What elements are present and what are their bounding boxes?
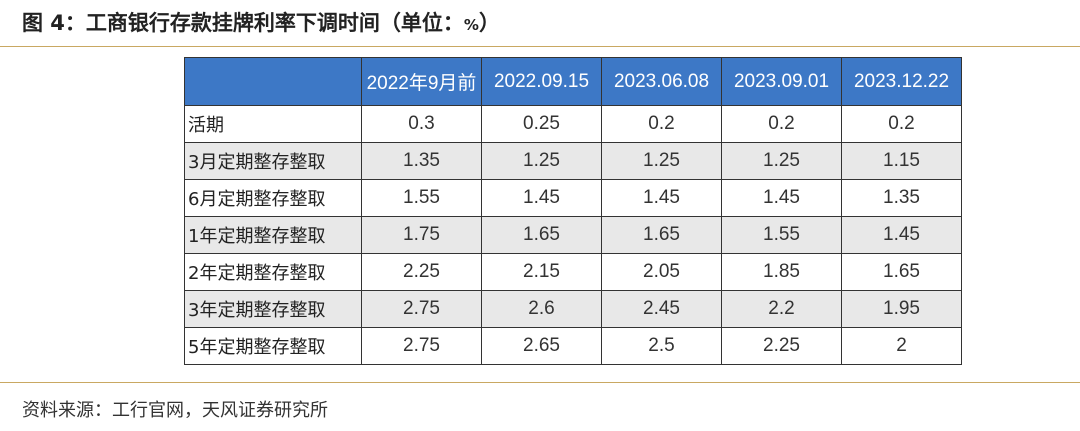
rate-cell: 1.55 — [721, 216, 842, 254]
rate-cell: 0.3 — [361, 105, 482, 143]
table-row: 5年定期整存整取 2.75 2.65 2.5 2.25 2 — [184, 327, 962, 365]
table-row: 2年定期整存整取 2.25 2.15 2.05 1.85 1.65 — [184, 253, 962, 291]
row-label-cell: 3月定期整存整取 — [184, 142, 362, 180]
rate-cell: 1.35 — [361, 142, 482, 180]
rate-cell: 2 — [841, 327, 962, 365]
row-label-cell: 5年定期整存整取 — [184, 327, 362, 365]
rate-cell: 1.25 — [601, 142, 722, 180]
header-date-cell: 2023.09.01 — [721, 57, 842, 106]
rate-cell: 2.25 — [721, 327, 842, 365]
row-label-cell: 1年定期整存整取 — [184, 216, 362, 254]
bottom-divider — [0, 382, 1080, 383]
rate-cell: 0.25 — [481, 105, 602, 143]
table-row: 活期 0.3 0.25 0.2 0.2 0.2 — [184, 105, 962, 143]
row-label-cell: 活期 — [184, 105, 362, 143]
rate-cell: 1.55 — [361, 179, 482, 217]
header-date-cell: 2023.06.08 — [601, 57, 722, 106]
rate-cell: 2.65 — [481, 327, 602, 365]
rate-cell: 2.45 — [601, 290, 722, 328]
row-label-cell: 2年定期整存整取 — [184, 253, 362, 291]
rate-cell: 1.35 — [841, 179, 962, 217]
rate-cell: 2.6 — [481, 290, 602, 328]
table-row: 3月定期整存整取 1.35 1.25 1.25 1.25 1.15 — [184, 142, 962, 180]
rate-cell: 1.45 — [721, 179, 842, 217]
rate-cell: 2.05 — [601, 253, 722, 291]
header-date-cell: 2022年9月前 — [361, 57, 482, 106]
row-label-cell: 6月定期整存整取 — [184, 179, 362, 217]
figure-title-close: ） — [478, 11, 500, 35]
table-row: 3年定期整存整取 2.75 2.6 2.45 2.2 1.95 — [184, 290, 962, 328]
figure-title: 图 4：工商银行存款挂牌利率下调时间（单位：%） — [22, 8, 500, 40]
top-divider — [0, 46, 1080, 47]
rate-cell: 1.25 — [721, 142, 842, 180]
rate-cell: 1.85 — [721, 253, 842, 291]
rate-cell: 1.15 — [841, 142, 962, 180]
source-note: 资料来源：工行官网，天风证券研究所 — [22, 400, 328, 421]
rate-cell: 1.25 — [481, 142, 602, 180]
rate-cell: 1.45 — [481, 179, 602, 217]
rate-cell: 2.5 — [601, 327, 722, 365]
header-corner-cell — [184, 57, 362, 106]
rate-cell: 1.45 — [841, 216, 962, 254]
rate-cell: 2.75 — [361, 327, 482, 365]
row-label-cell: 3年定期整存整取 — [184, 290, 362, 328]
rate-cell: 0.2 — [841, 105, 962, 143]
figure-title-unit: % — [463, 16, 479, 34]
rate-cell: 2.2 — [721, 290, 842, 328]
rate-cell: 2.15 — [481, 253, 602, 291]
rate-cell: 1.75 — [361, 216, 482, 254]
table-header-row: 2022年9月前 2022.09.15 2023.06.08 2023.09.0… — [184, 57, 962, 106]
rate-cell: 0.2 — [601, 105, 722, 143]
rate-cell: 1.65 — [481, 216, 602, 254]
rate-cell: 1.95 — [841, 290, 962, 328]
table-row: 6月定期整存整取 1.55 1.45 1.45 1.45 1.35 — [184, 179, 962, 217]
table-row: 1年定期整存整取 1.75 1.65 1.65 1.55 1.45 — [184, 216, 962, 254]
figure-title-text: 图 4：工商银行存款挂牌利率下调时间（单位： — [22, 11, 464, 35]
rate-cell: 1.65 — [601, 216, 722, 254]
rate-cell: 1.65 — [841, 253, 962, 291]
rate-cell: 2.25 — [361, 253, 482, 291]
rate-cell: 0.2 — [721, 105, 842, 143]
header-date-cell: 2022.09.15 — [481, 57, 602, 106]
header-date-cell: 2023.12.22 — [841, 57, 962, 106]
deposit-rate-table: 2022年9月前 2022.09.15 2023.06.08 2023.09.0… — [184, 57, 962, 365]
rate-cell: 2.75 — [361, 290, 482, 328]
rate-cell: 1.45 — [601, 179, 722, 217]
